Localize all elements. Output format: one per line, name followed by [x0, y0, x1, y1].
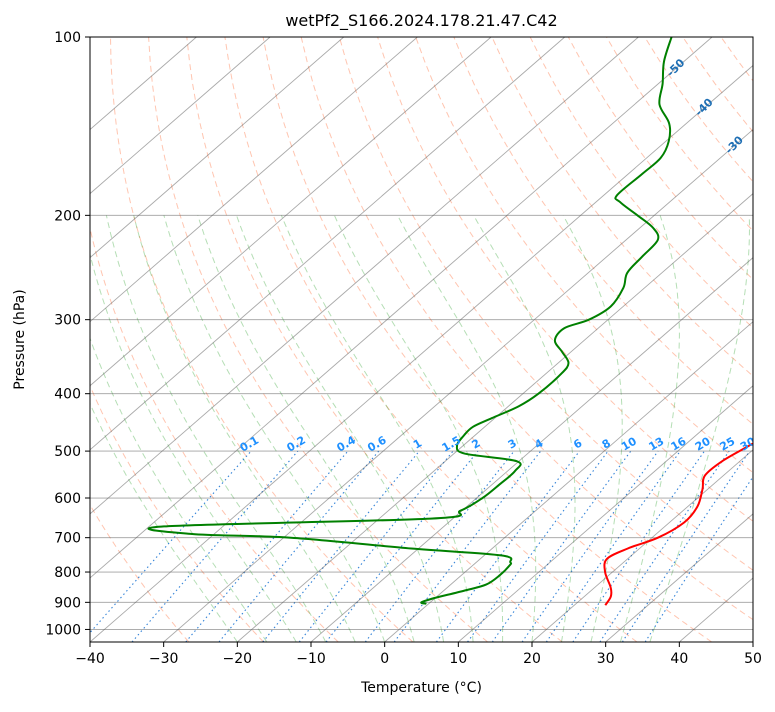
x-tick-label: 40 [670, 651, 688, 667]
chart-title: wetPf2_S166.2024.178.21.47.C42 [285, 11, 557, 31]
y-tick-label: 600 [54, 491, 81, 507]
x-tick-label: −30 [149, 651, 179, 667]
x-axis-label: Temperature (°C) [360, 680, 482, 696]
y-tick-label: 100 [54, 30, 81, 46]
x-tick-label: −10 [296, 651, 326, 667]
y-tick-label: 800 [54, 565, 81, 581]
x-tick-label: 0 [380, 651, 389, 667]
x-tick-label: −20 [223, 651, 253, 667]
y-tick-label: 200 [54, 208, 81, 224]
y-tick-label: 900 [54, 595, 81, 611]
x-tick-label: 50 [744, 651, 762, 667]
y-tick-label: 400 [54, 387, 81, 403]
y-tick-label: 700 [54, 531, 81, 547]
y-tick-label: 300 [54, 313, 81, 329]
y-tick-label: 1000 [45, 622, 81, 638]
y-tick-label: 500 [54, 444, 81, 460]
x-tick-label: 30 [597, 651, 615, 667]
x-tick-label: 20 [523, 651, 541, 667]
x-tick-label: 10 [449, 651, 467, 667]
y-axis-label: Pressure (hPa) [12, 289, 28, 389]
x-tick-label: −40 [75, 651, 105, 667]
